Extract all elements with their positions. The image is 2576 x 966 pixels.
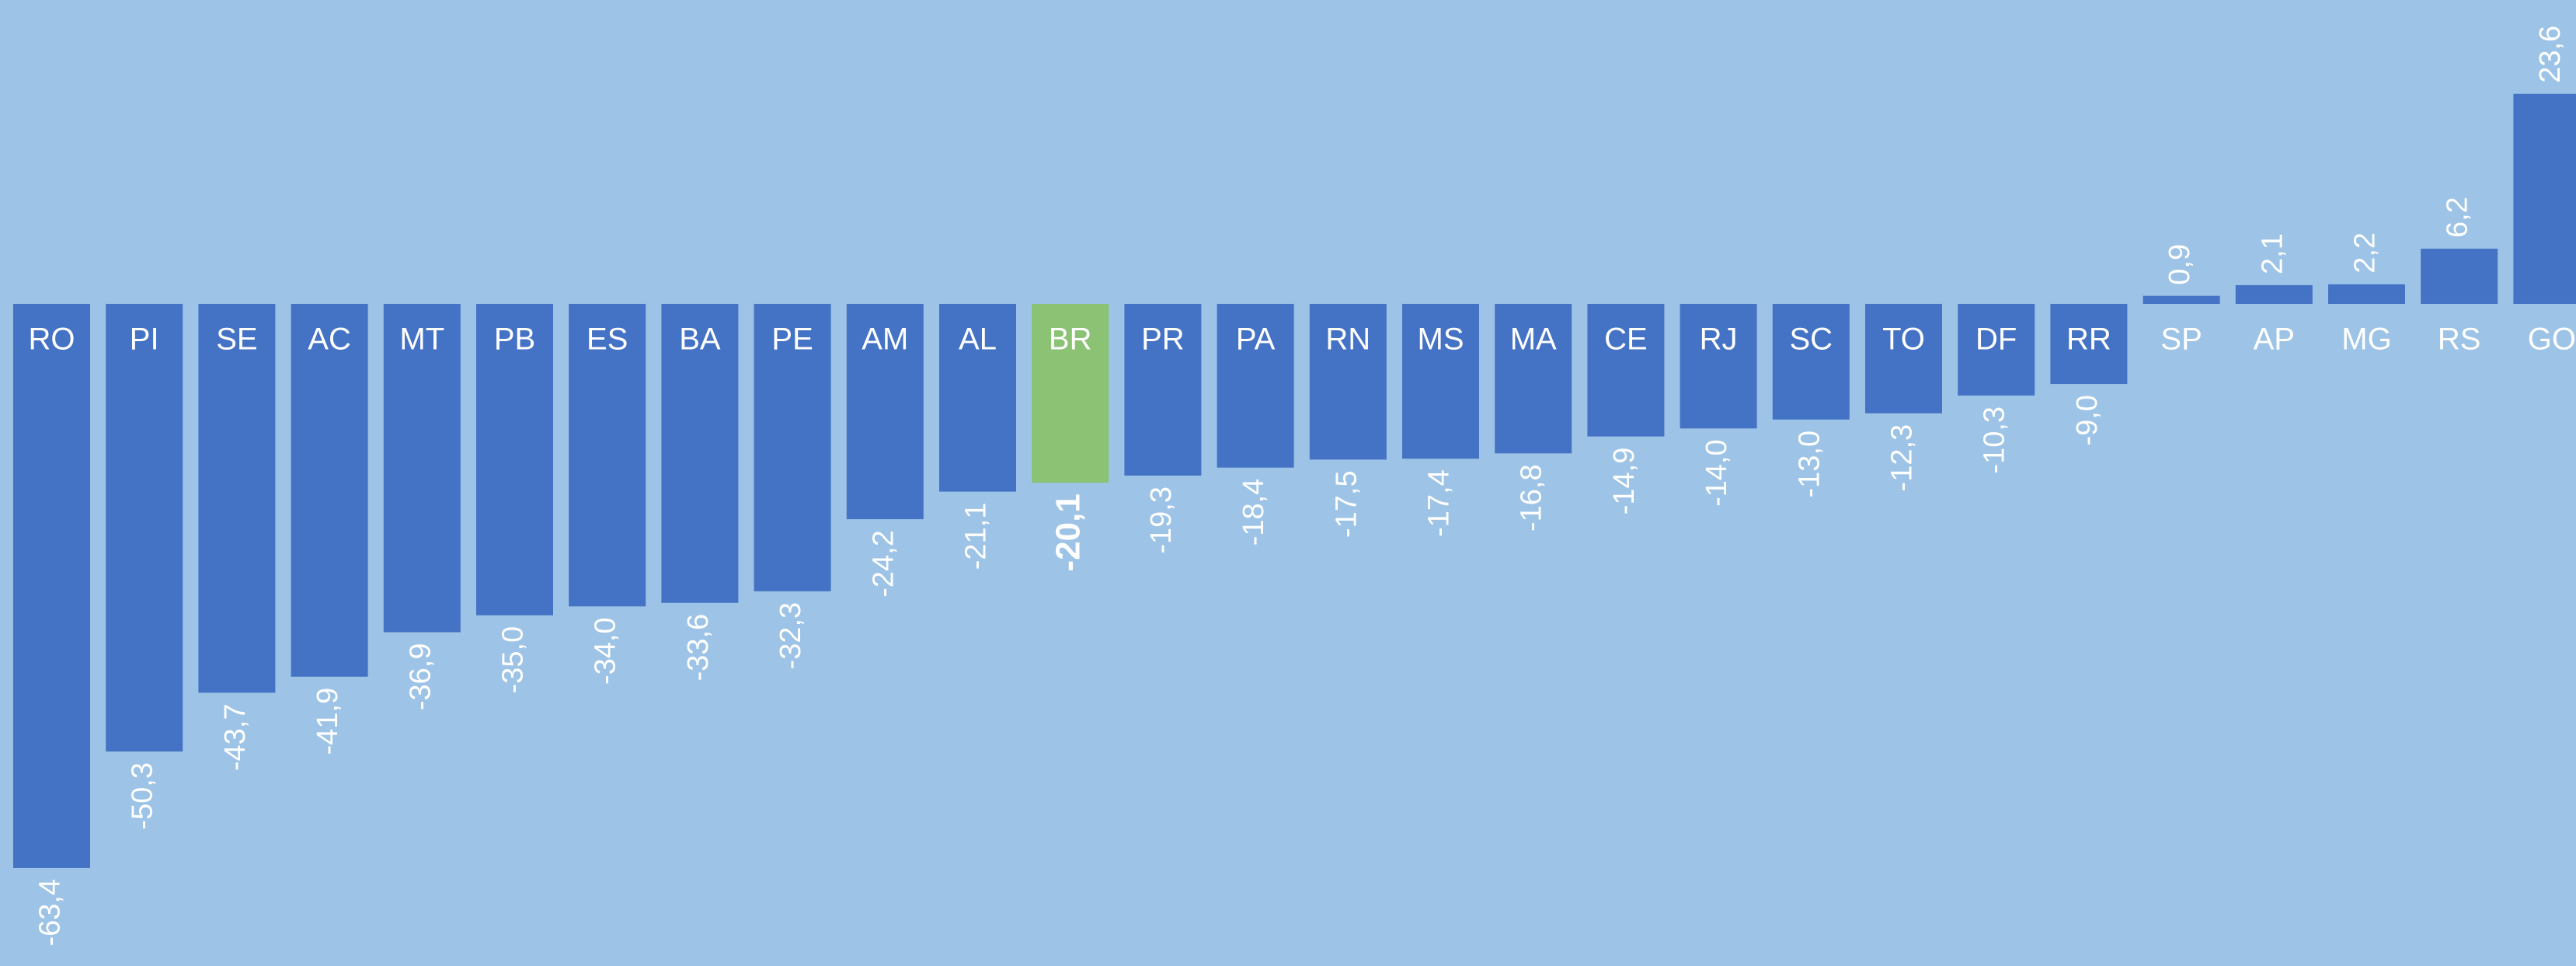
category-label: AC [308, 323, 351, 357]
category-label: AP [2254, 323, 2295, 357]
category-label: AM [862, 323, 908, 357]
category-label: SP [2160, 323, 2202, 357]
value-label: -16,8 [1516, 464, 1548, 532]
category-label: BR [1049, 323, 1092, 357]
bar [2328, 284, 2405, 304]
category-label: PR [1141, 323, 1185, 357]
bar [1865, 304, 1942, 413]
bar [1958, 304, 2035, 396]
category-label: MT [399, 323, 444, 357]
bar [1309, 304, 1387, 460]
category-label: RN [1325, 323, 1370, 357]
bar [846, 304, 924, 520]
value-label: -9,0 [2071, 395, 2104, 445]
category-label: ES [587, 323, 628, 357]
bar [291, 304, 368, 677]
bar [939, 304, 1016, 492]
bar [1680, 304, 1757, 429]
value-label: -12,3 [1886, 424, 1919, 492]
category-label: SE [216, 323, 257, 357]
value-label: -21,1 [960, 503, 993, 570]
value-label: -32,3 [775, 602, 807, 670]
value-label: -18,4 [1238, 479, 1270, 546]
bar [1772, 304, 1850, 420]
bar [1124, 304, 1202, 476]
bar [1217, 304, 1294, 468]
value-label: -36,9 [404, 643, 437, 711]
category-label: PI [130, 323, 159, 357]
bar [13, 304, 90, 868]
value-label: -13,0 [1793, 431, 1826, 498]
category-label: MS [1418, 323, 1464, 357]
bar [106, 304, 183, 752]
bar [754, 304, 831, 591]
value-label: -43,7 [219, 703, 252, 771]
bar [2421, 249, 2498, 304]
value-label: 2,1 [2256, 233, 2289, 274]
category-label: CE [1604, 323, 1648, 357]
category-label: RS [2438, 323, 2481, 357]
bar [2235, 284, 2313, 304]
category-label: MA [1510, 323, 1557, 357]
category-label: BA [679, 323, 721, 357]
bar [1495, 304, 1572, 454]
bar [1587, 304, 1665, 437]
value-label: -50,3 [127, 762, 159, 830]
category-label: RR [2066, 323, 2111, 357]
value-label: -10,3 [1979, 406, 2011, 474]
bar [1402, 304, 1479, 459]
category-label: PA [1236, 323, 1276, 357]
bar [476, 304, 553, 616]
value-label: -17,5 [1330, 470, 1363, 538]
value-label: -17,4 [1423, 469, 1456, 537]
value-label: -35,0 [497, 626, 530, 694]
value-label: 2,2 [2349, 232, 2382, 274]
value-label: -14,0 [1701, 439, 1733, 507]
value-label: -41,9 [312, 688, 344, 755]
value-label: -34,0 [590, 617, 622, 685]
category-label: TO [1882, 323, 1925, 357]
bar [1032, 304, 1109, 483]
category-label: DF [1976, 323, 2017, 357]
bar [2513, 93, 2576, 304]
category-label: GO [2528, 323, 2576, 357]
value-label: 23,6 [2534, 26, 2567, 83]
bar [2050, 304, 2128, 385]
bar [661, 304, 739, 603]
bar [569, 304, 646, 607]
value-label: -33,6 [682, 614, 715, 682]
value-label: -14,9 [1608, 448, 1641, 515]
bar [198, 304, 276, 693]
category-label: SC [1790, 323, 1833, 357]
value-label: -24,2 [867, 530, 900, 598]
category-label: PE [771, 323, 813, 357]
value-label: -19,3 [1145, 486, 1178, 554]
value-label: -63,4 [34, 879, 67, 947]
bar [383, 304, 461, 633]
value-label: -20,1 [1049, 493, 1087, 571]
category-label: MG [2341, 323, 2391, 357]
bar [2143, 295, 2220, 304]
category-label: RO [29, 323, 75, 357]
category-label: AL [959, 323, 997, 357]
category-label: PB [494, 323, 535, 357]
category-label: RJ [1700, 323, 1738, 357]
value-label: 0,9 [2163, 244, 2196, 285]
value-label: 6,2 [2442, 197, 2474, 238]
